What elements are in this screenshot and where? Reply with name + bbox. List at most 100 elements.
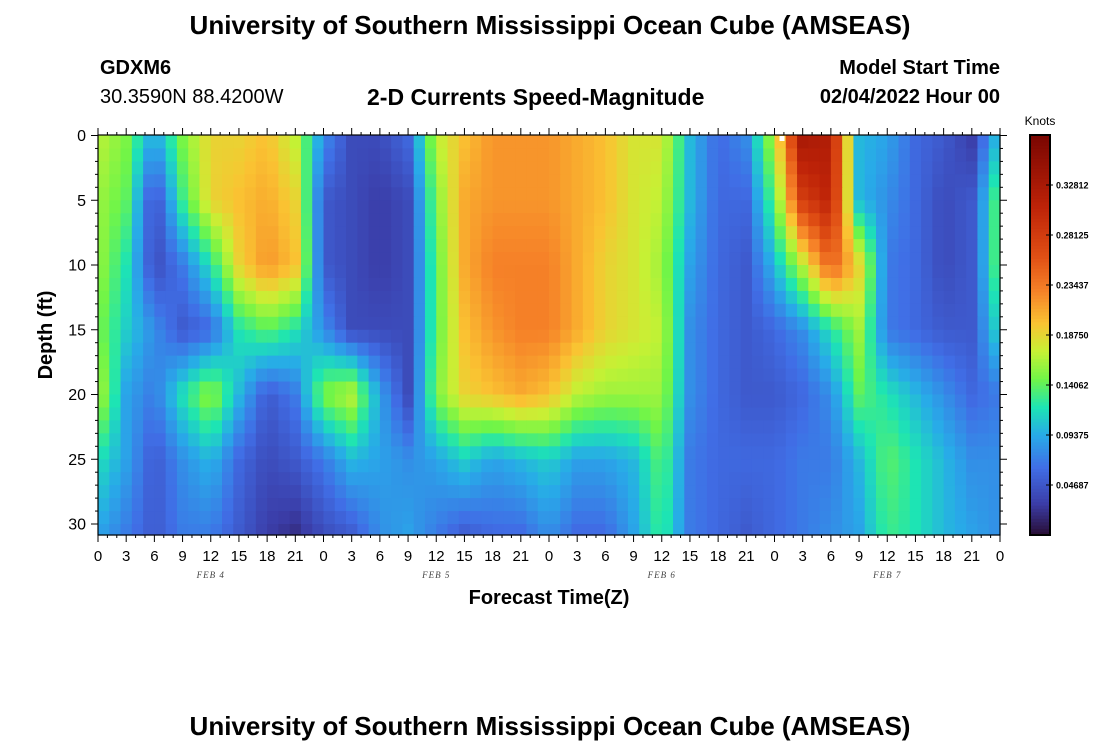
heatmap-cell — [379, 472, 392, 486]
heatmap-cell — [571, 239, 584, 253]
heatmap-cell — [402, 511, 415, 525]
heatmap-cell — [650, 239, 663, 253]
heatmap-cell — [785, 303, 798, 318]
heatmap-cell — [695, 290, 708, 305]
heatmap-cell — [954, 511, 967, 525]
heatmap-cell — [853, 187, 866, 201]
heatmap-cell — [830, 303, 843, 318]
heatmap-cell — [706, 342, 719, 357]
heatmap-cell — [109, 368, 122, 383]
heatmap-cell — [176, 329, 189, 344]
heatmap-cell — [334, 459, 347, 473]
heatmap-cell — [323, 420, 336, 434]
heatmap-cell — [391, 135, 404, 150]
heatmap-cell — [503, 290, 516, 305]
heatmap-cell — [515, 355, 528, 370]
heatmap-cell — [853, 368, 866, 383]
heatmap-cell — [222, 187, 234, 201]
heatmap-cell — [943, 135, 956, 150]
heatmap-cell — [943, 329, 956, 344]
heatmap-cell — [864, 239, 877, 253]
heatmap-cell — [447, 135, 460, 150]
heatmap-cell — [650, 226, 663, 240]
heatmap-cell — [255, 407, 268, 421]
heatmap-cell — [560, 368, 573, 383]
heatmap-cell — [763, 420, 776, 434]
heatmap-cell — [210, 226, 223, 240]
heatmap-cell — [481, 174, 494, 188]
station-coordinates: 30.3590N 88.4200W — [100, 86, 284, 108]
heatmap-cell — [154, 187, 167, 201]
heatmap-cell — [402, 355, 415, 370]
colorbar-tick-label: 0.14062 — [1056, 381, 1089, 391]
heatmap-cell — [819, 381, 832, 396]
heatmap-cell — [98, 368, 110, 383]
heatmap-cell — [379, 459, 392, 473]
heatmap-cell — [368, 472, 381, 486]
heatmap-cell — [740, 394, 753, 409]
heatmap-cell — [233, 381, 246, 396]
heatmap-cell — [594, 265, 606, 279]
heatmap-cell — [718, 252, 731, 266]
heatmap-cell — [695, 226, 708, 240]
heatmap-cell — [921, 252, 933, 266]
heatmap-cell — [684, 459, 697, 473]
heatmap-cell — [627, 200, 640, 214]
heatmap-cell — [109, 524, 122, 536]
heatmap-cell — [176, 187, 189, 201]
heatmap-cell — [447, 394, 460, 409]
heatmap-cell — [131, 303, 144, 318]
heatmap-cell — [943, 459, 956, 473]
heatmap-cell — [830, 329, 843, 344]
heatmap-cell — [391, 252, 404, 266]
heatmap-cell — [481, 226, 494, 240]
heatmap-cell — [853, 394, 866, 409]
heatmap-cell — [571, 433, 584, 447]
heatmap-cell — [932, 174, 945, 188]
heatmap-cell — [391, 472, 404, 486]
heatmap-cell — [458, 226, 471, 240]
heatmap-cell — [503, 226, 516, 240]
heatmap-cell — [368, 394, 381, 409]
heatmap-cell — [323, 368, 336, 383]
heatmap-cell — [312, 433, 325, 447]
heatmap-cell — [447, 265, 460, 279]
heatmap-cell — [458, 524, 471, 536]
colorbar-tick-label: 0.09375 — [1056, 431, 1089, 441]
heatmap-cell — [763, 407, 776, 421]
heatmap-cell — [334, 174, 347, 188]
heatmap-cell — [650, 135, 663, 150]
heatmap-cell — [210, 472, 223, 486]
heatmap-cell — [830, 213, 843, 227]
heatmap-cell — [605, 161, 618, 175]
colorbar-swatch — [1030, 285, 1050, 289]
heatmap-cell — [763, 200, 776, 214]
heatmap-cell — [402, 472, 415, 486]
heatmap-cell — [808, 459, 821, 473]
heatmap-cell — [887, 187, 900, 201]
heatmap-cell — [470, 342, 482, 357]
heatmap-cell — [210, 498, 223, 512]
heatmap-cell — [954, 213, 967, 227]
colorbar-swatch — [1030, 321, 1050, 326]
x-tick-label: 21 — [963, 548, 980, 565]
heatmap-cell — [413, 472, 426, 486]
colorbar-swatch — [1030, 445, 1050, 449]
heatmap-cell — [526, 498, 539, 512]
heatmap-cell — [278, 511, 291, 525]
heatmap-cell — [808, 368, 821, 383]
heatmap-cell — [898, 316, 911, 331]
heatmap-cell — [391, 381, 404, 396]
heatmap-cell — [154, 226, 167, 240]
heatmap-cell — [233, 187, 246, 201]
x-tick-label: 18 — [259, 548, 276, 565]
heatmap-cell — [334, 265, 347, 279]
heatmap-cell — [819, 342, 832, 357]
colorbar-swatch — [1030, 345, 1050, 349]
colorbar-swatch — [1030, 508, 1050, 513]
heatmap-cell — [774, 161, 787, 175]
x-tick-label: 0 — [94, 548, 102, 565]
heatmap-cell — [932, 381, 945, 396]
heatmap-cell — [627, 420, 640, 434]
heatmap-cell — [143, 381, 155, 396]
